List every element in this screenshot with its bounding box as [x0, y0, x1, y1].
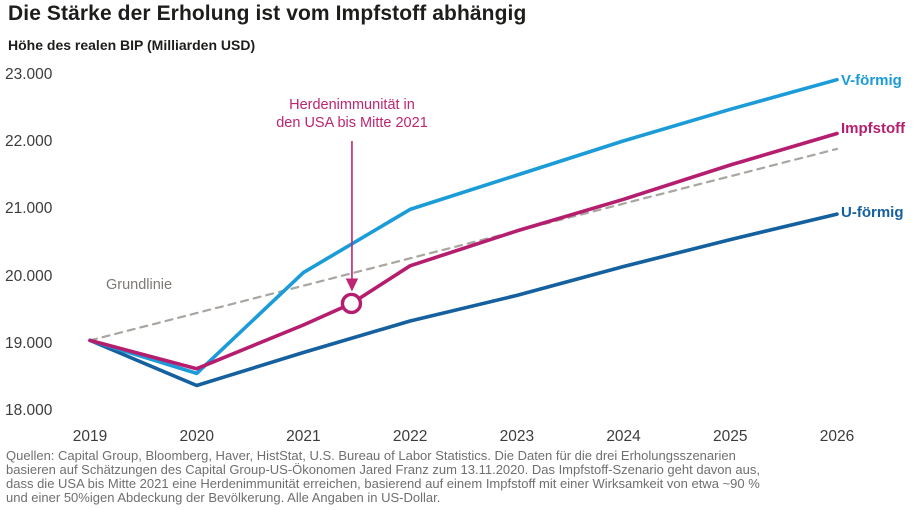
y-axis-tick-label: 22.000 [5, 133, 53, 151]
legend-label-u-shaped: U-förmig [841, 204, 904, 221]
x-axis-tick-label: 2020 [179, 428, 214, 445]
y-axis-tick-label: 20.000 [5, 267, 53, 285]
line-v-shaped [88, 77, 839, 376]
x-axis-tick-label: 2024 [606, 428, 641, 445]
baseline-series-label: Grundlinie [106, 277, 173, 293]
x-axis-tick-label: 2019 [72, 428, 108, 445]
legend-label-vaccine: Impfstoff [841, 120, 906, 137]
y-axis-tick-label: 19.000 [5, 334, 53, 352]
legend-label-v-shaped: V-förmig [841, 72, 902, 89]
y-axis-tick-label: 18.000 [5, 402, 53, 419]
y-axis-tick-label: 21.000 [5, 200, 53, 218]
line-baseline [88, 147, 839, 342]
x-axis-tick-label: 2026 [819, 428, 855, 445]
annotation-herd-immunity: Herdenimmunität in den USA bis Mitte 202… [237, 96, 467, 132]
source-text: Quellen: Capital Group, Bloomberg, Haver… [6, 449, 914, 505]
source-text-line-3: dass die USA bis Mitte 2021 eine Herdeni… [6, 475, 760, 491]
line-u-shaped [88, 212, 839, 388]
y-axis-title: Höhe des realen BIP (Milliarden USD) [8, 37, 256, 53]
y-axis-tick-label: 23.000 [5, 66, 53, 83]
source-text-line-2: basieren auf Schätzungen des Capital Gro… [6, 461, 760, 477]
x-axis-tick-label: 2022 [392, 428, 428, 445]
chart-title: Die Stärke der Erholung ist vom Impfstof… [8, 2, 527, 25]
source-text-line-1: Quellen: Capital Group, Bloomberg, Haver… [6, 448, 736, 463]
herd-immunity-marker [340, 292, 363, 315]
source-text-line-4: und einer 50%igen Abdeckung der Bevölker… [6, 489, 441, 505]
line-vaccine [88, 131, 839, 371]
annotation-text-line-1: Herdenimmunität in [289, 97, 415, 113]
x-axis-tick-label: 2025 [713, 428, 748, 445]
annotation-arrowhead-icon [345, 278, 359, 292]
x-axis-tick-label: 2023 [499, 428, 535, 445]
annotation-text-line-2: den USA bis Mitte 2021 [276, 115, 428, 131]
x-axis-tick-label: 2021 [286, 428, 321, 445]
